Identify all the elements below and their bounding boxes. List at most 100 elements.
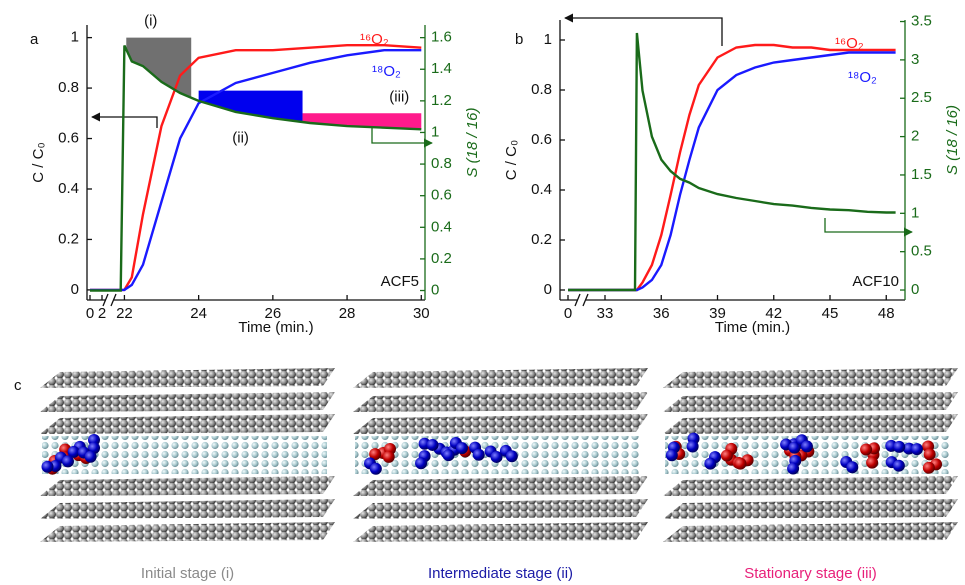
oxygen-atom <box>800 440 813 453</box>
carbon-sheet <box>40 522 335 542</box>
y2-tick-label: 1.2 <box>431 92 452 109</box>
oxygen-atom <box>41 460 54 473</box>
axis-break <box>110 293 117 307</box>
y-tick-label: 0 <box>71 281 79 298</box>
series-line <box>90 49 422 292</box>
x-axis-title: Time (min.) <box>238 319 313 336</box>
y2-tick-label: 1.4 <box>431 60 452 77</box>
oxygen-atom <box>788 441 801 454</box>
oxygen-atom <box>720 449 733 462</box>
carbon-sheet <box>40 499 335 519</box>
y2-tick-label: 1 <box>911 204 919 221</box>
carbon-sheet <box>663 499 958 519</box>
y-tick-label: 0.4 <box>531 181 552 198</box>
oxygen-atom <box>369 462 382 475</box>
stage-caption: Initial stage (i) <box>141 565 234 582</box>
x-tick-label: 36 <box>653 305 670 322</box>
x-tick-label: 2 <box>98 305 106 322</box>
y2-tick-label: 0.6 <box>431 187 452 204</box>
y2-tick-label: 0.5 <box>911 243 932 260</box>
carbon-sheet <box>353 476 648 496</box>
y2-tick-label: 0.4 <box>431 218 452 235</box>
carbon-sheet <box>353 392 648 412</box>
axis-break <box>582 293 589 307</box>
nanotube-model <box>353 368 648 542</box>
oxygen-atom <box>382 450 395 463</box>
stage-caption: Stationary stage (iii) <box>744 565 877 582</box>
y2-tick-label: 1 <box>431 123 439 140</box>
oxygen-atom <box>846 461 859 474</box>
oxygen-atom <box>734 457 747 470</box>
axis-break <box>102 293 109 307</box>
oxygen-atom <box>860 443 873 456</box>
y-tick-label: 0.2 <box>531 231 552 248</box>
oxygen-atom <box>505 450 518 463</box>
carbon-sheet <box>40 368 335 388</box>
y-tick-label: 0.6 <box>58 130 79 147</box>
x-tick-label: 48 <box>878 305 895 322</box>
y2-tick-label: 0 <box>911 281 919 298</box>
panel-letter: a <box>30 31 39 48</box>
y-axis-title: C / C₀ <box>30 142 47 182</box>
series-line <box>568 32 896 292</box>
oxygen-atom <box>455 442 468 455</box>
carbon-sheet <box>40 392 335 412</box>
carbon-sheet <box>663 368 958 388</box>
arrow <box>91 112 158 128</box>
carbon-sheet <box>663 414 958 434</box>
annotation: ACF10 <box>852 273 899 290</box>
oxygen-atom <box>426 438 439 451</box>
arrow <box>564 13 723 46</box>
panel-letter: b <box>515 31 523 48</box>
y2-tick-label: 0 <box>431 281 439 298</box>
x-tick-label: 22 <box>116 305 133 322</box>
stage-caption: Intermediate stage (ii) <box>428 565 573 582</box>
x-tick-label: 30 <box>413 305 430 322</box>
carbon-sheet <box>353 414 648 434</box>
y2-tick-label: 3.5 <box>911 13 932 30</box>
carbon-sheet <box>663 522 958 542</box>
oxygen-atom <box>84 450 97 463</box>
axis-break <box>574 293 581 307</box>
y-tick-label: 1 <box>544 31 552 48</box>
series-line <box>90 44 422 292</box>
y2-tick-label: 0.8 <box>431 155 452 172</box>
series-line <box>568 51 896 292</box>
nanotube-model <box>663 368 958 542</box>
x-tick-label: 33 <box>597 305 614 322</box>
y-tick-label: 0.8 <box>531 81 552 98</box>
x-tick-label: 28 <box>339 305 356 322</box>
y-tick-label: 0 <box>544 281 552 298</box>
oxygen-atom <box>922 461 935 474</box>
y2-tick-label: 2.5 <box>911 89 932 106</box>
y2-tick-label: 1.5 <box>911 166 932 183</box>
arrow <box>824 218 913 237</box>
carbon-sheet <box>353 522 648 542</box>
oxygen-atom <box>415 457 428 470</box>
nanotube-model <box>40 368 335 542</box>
series-label: ¹⁶O₂ <box>835 35 864 52</box>
oxygen-atom <box>893 440 906 453</box>
series-line <box>90 44 422 292</box>
arrow <box>371 128 433 148</box>
x-axis-title: Time (min.) <box>715 319 790 336</box>
series-line <box>568 43 896 292</box>
y-tick-label: 0.4 <box>58 180 79 197</box>
oxygen-atom <box>787 462 800 475</box>
oxygen-atom <box>866 456 879 469</box>
carbon-sheet <box>663 476 958 496</box>
oxygen-atom <box>442 449 455 462</box>
x-tick-label: 45 <box>822 305 839 322</box>
oxygen-atom <box>923 448 936 461</box>
x-tick-label: 26 <box>265 305 282 322</box>
y2-axis-title: S (18 / 16) <box>464 107 481 177</box>
carbon-sheet <box>663 392 958 412</box>
oxygen-atom <box>67 445 80 458</box>
series-label: ¹⁸O₂ <box>372 63 401 80</box>
stage-region <box>126 37 192 98</box>
x-tick-label: 24 <box>190 305 207 322</box>
carbon-sheet <box>353 368 648 388</box>
x-tick-label: 39 <box>709 305 726 322</box>
y-tick-label: 0.6 <box>531 131 552 148</box>
